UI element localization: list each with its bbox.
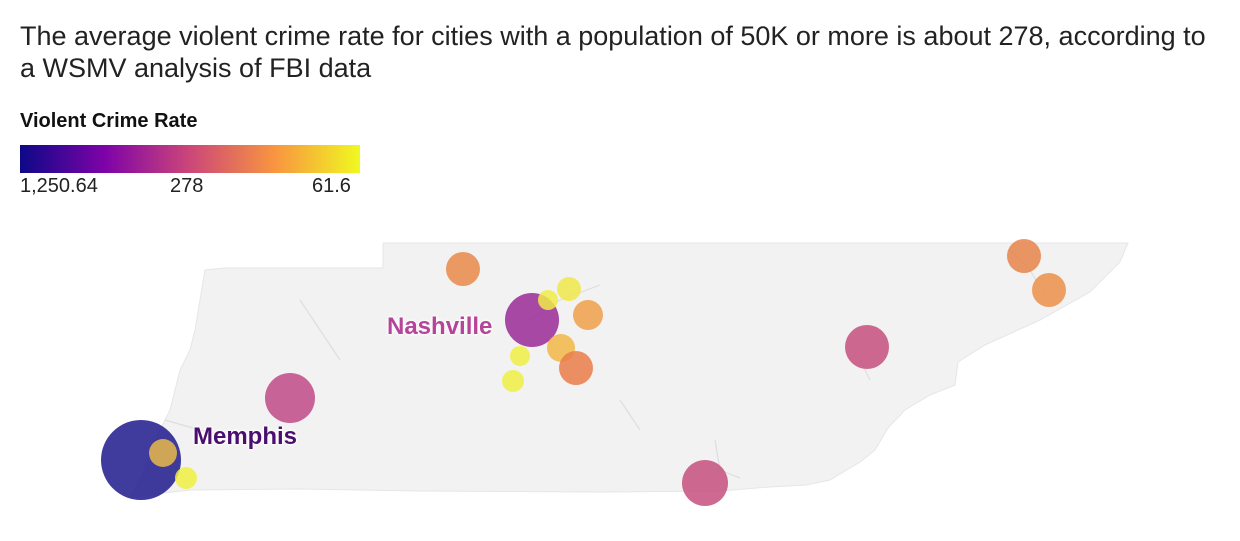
- legend-tick-max: 1,250.64: [20, 175, 98, 197]
- bubble-chattanooga: [682, 460, 728, 506]
- bubble-jackson: [265, 373, 315, 423]
- bubble-hendersonville: [557, 277, 581, 301]
- bubble-murfreesboro: [559, 351, 593, 385]
- chart-title: The average violent crime rate for citie…: [20, 21, 1206, 83]
- bubble-johnson-city: [1032, 273, 1066, 307]
- bubble-franklin: [502, 370, 524, 392]
- bubble-knoxville: [845, 325, 889, 369]
- legend-tick-min: 61.6: [312, 175, 351, 197]
- state-outline: [129, 242, 1129, 498]
- memphis-label: Memphis: [193, 423, 298, 450]
- bubble-germantown: [175, 467, 197, 489]
- legend-title: Violent Crime Rate: [20, 110, 198, 132]
- bubble-kingsport: [1007, 239, 1041, 273]
- bubble-bartlett: [149, 439, 177, 467]
- tennessee-map: [101, 239, 1129, 506]
- bubble-goodlettsville: [538, 290, 558, 310]
- nashville-label: Nashville: [387, 313, 493, 340]
- legend-color-scale: [20, 145, 360, 173]
- bubble-clarksville: [446, 252, 480, 286]
- city-bubbles: [101, 239, 1066, 506]
- bubble-mt-juliet: [573, 300, 603, 330]
- legend-tick-mid: 278: [170, 175, 204, 197]
- bubble-brentwood: [510, 346, 530, 366]
